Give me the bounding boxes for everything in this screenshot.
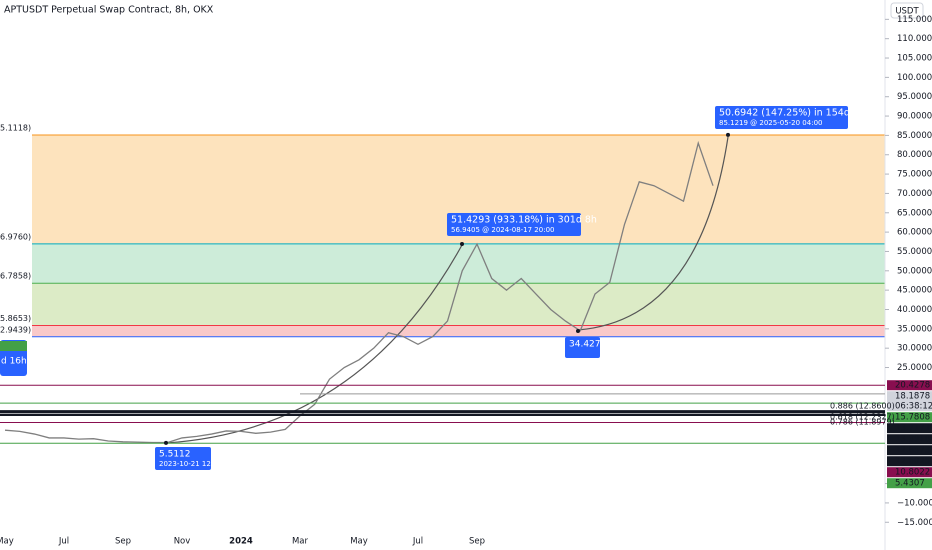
measure-point [726, 132, 730, 137]
y-tick-label: 50.0000 [897, 266, 932, 276]
price-tag-label: 13.3918 [895, 435, 930, 445]
y-tick-label: 70.0000 [897, 189, 932, 199]
price-tag [887, 391, 932, 412]
measure-box [447, 213, 581, 236]
price-tag [887, 456, 932, 467]
price-tag [887, 478, 932, 489]
fib-band [32, 283, 885, 326]
fib-label: 0.618 (12.2327) [830, 413, 895, 422]
low-label: 34.4278 [569, 340, 606, 350]
y-tick-label: −15.0000 [897, 518, 932, 528]
y-tick-label: 115.0000 [897, 15, 932, 25]
price-tag-label: 20.4278 [895, 381, 930, 391]
y-tick-label: 75.0000 [897, 170, 932, 180]
trend-arc [577, 136, 729, 331]
price-tag-label: 18.1878 [895, 392, 930, 402]
x-tick-label: Jul [412, 537, 423, 547]
price-tag-label: 10.8022 [895, 468, 930, 478]
fib-level-label: 5.8653) [0, 314, 31, 323]
measure-title: 50.6942 (147.25%) in 154d 17h [719, 108, 871, 119]
x-tick-label: May [0, 537, 14, 547]
y-tick-label: 40.0000 [897, 305, 932, 315]
countdown: 06:38:12 [895, 402, 932, 412]
y-tick-label: 45.0000 [897, 286, 932, 296]
fib-level-label: 5.1118) [0, 123, 31, 132]
fib-label: 0.886 (12.8600) [830, 402, 895, 411]
x-tick-label: Nov [174, 537, 191, 547]
price-tag [887, 380, 932, 391]
price-tag [887, 423, 932, 434]
x-tick-label: Sep [469, 537, 485, 547]
fib-band [32, 243, 885, 284]
price-tag-label: 5.4307 [895, 479, 925, 489]
fib-level-label: 2.9439) [0, 325, 31, 334]
price-tag-label: 12.6025 [895, 457, 930, 467]
price-line [4, 140, 714, 444]
low-box [565, 337, 600, 358]
y-tick-label: 55.0000 [897, 247, 932, 257]
x-tick-label: Sep [115, 537, 131, 547]
x-tick-label: 2024 [229, 537, 253, 547]
y-tick-label: 85.0000 [897, 131, 932, 141]
price-tag-label: 15.7808 [895, 413, 930, 423]
x-tick-label: Jul [58, 537, 69, 547]
y-tick-label: 25.0000 [897, 363, 932, 373]
x-tick-label: May [350, 537, 368, 547]
y-tick-label: 65.0000 [897, 208, 932, 218]
trend-arc [165, 244, 463, 444]
y-tick-label: 105.0000 [897, 54, 932, 64]
measure-detail: 85.1219 @ 2025-05-20 04:00 [719, 119, 822, 127]
fib-level-label: 6.9760) [0, 232, 31, 241]
price-tag [887, 434, 932, 445]
low-label: 5.5112 [159, 450, 191, 460]
low-box [155, 447, 211, 470]
currency-button[interactable] [890, 2, 924, 19]
low-point [164, 440, 168, 445]
price-tag-label: 13.7171 [895, 424, 930, 434]
low-point [576, 329, 580, 334]
y-tick-label: 60.0000 [897, 228, 932, 238]
y-tick-label: 110.0000 [897, 34, 932, 44]
x-tick-label: Mar [292, 537, 309, 547]
measure-box [715, 106, 848, 129]
price-tag [887, 467, 932, 478]
price-tag [887, 412, 932, 423]
fib-band [32, 325, 885, 337]
low-date: 2023-10-21 12:00 [159, 460, 222, 468]
measure-title: 51.4293 (933.18%) in 301d 8h [451, 215, 597, 226]
chart-title: APTUSDT Perpetual Swap Contract, 8h, OKX [4, 5, 214, 16]
measure-point [460, 241, 464, 246]
currency-label[interactable]: USDT [895, 7, 919, 17]
y-tick-label: 80.0000 [897, 150, 932, 160]
left-tag [0, 341, 27, 351]
fib-label: 0.786 (11.8979) [830, 418, 895, 427]
y-tick-label: 100.0000 [897, 73, 932, 83]
y-tick-label: 30.0000 [897, 344, 932, 354]
measure-detail: 56.9405 @ 2024-08-17 20:00 [451, 226, 554, 234]
price-tag-label: 12.8573 [895, 446, 930, 456]
y-tick-label: 35.0000 [897, 324, 932, 334]
left-box-text: d 16h [1, 357, 27, 367]
y-tick-label: −10.0000 [897, 498, 932, 508]
price-tag [887, 445, 932, 456]
fib-level-label: 6.7858) [0, 272, 31, 281]
y-tick-label: 95.0000 [897, 92, 932, 102]
y-tick-label: 90.0000 [897, 112, 932, 122]
